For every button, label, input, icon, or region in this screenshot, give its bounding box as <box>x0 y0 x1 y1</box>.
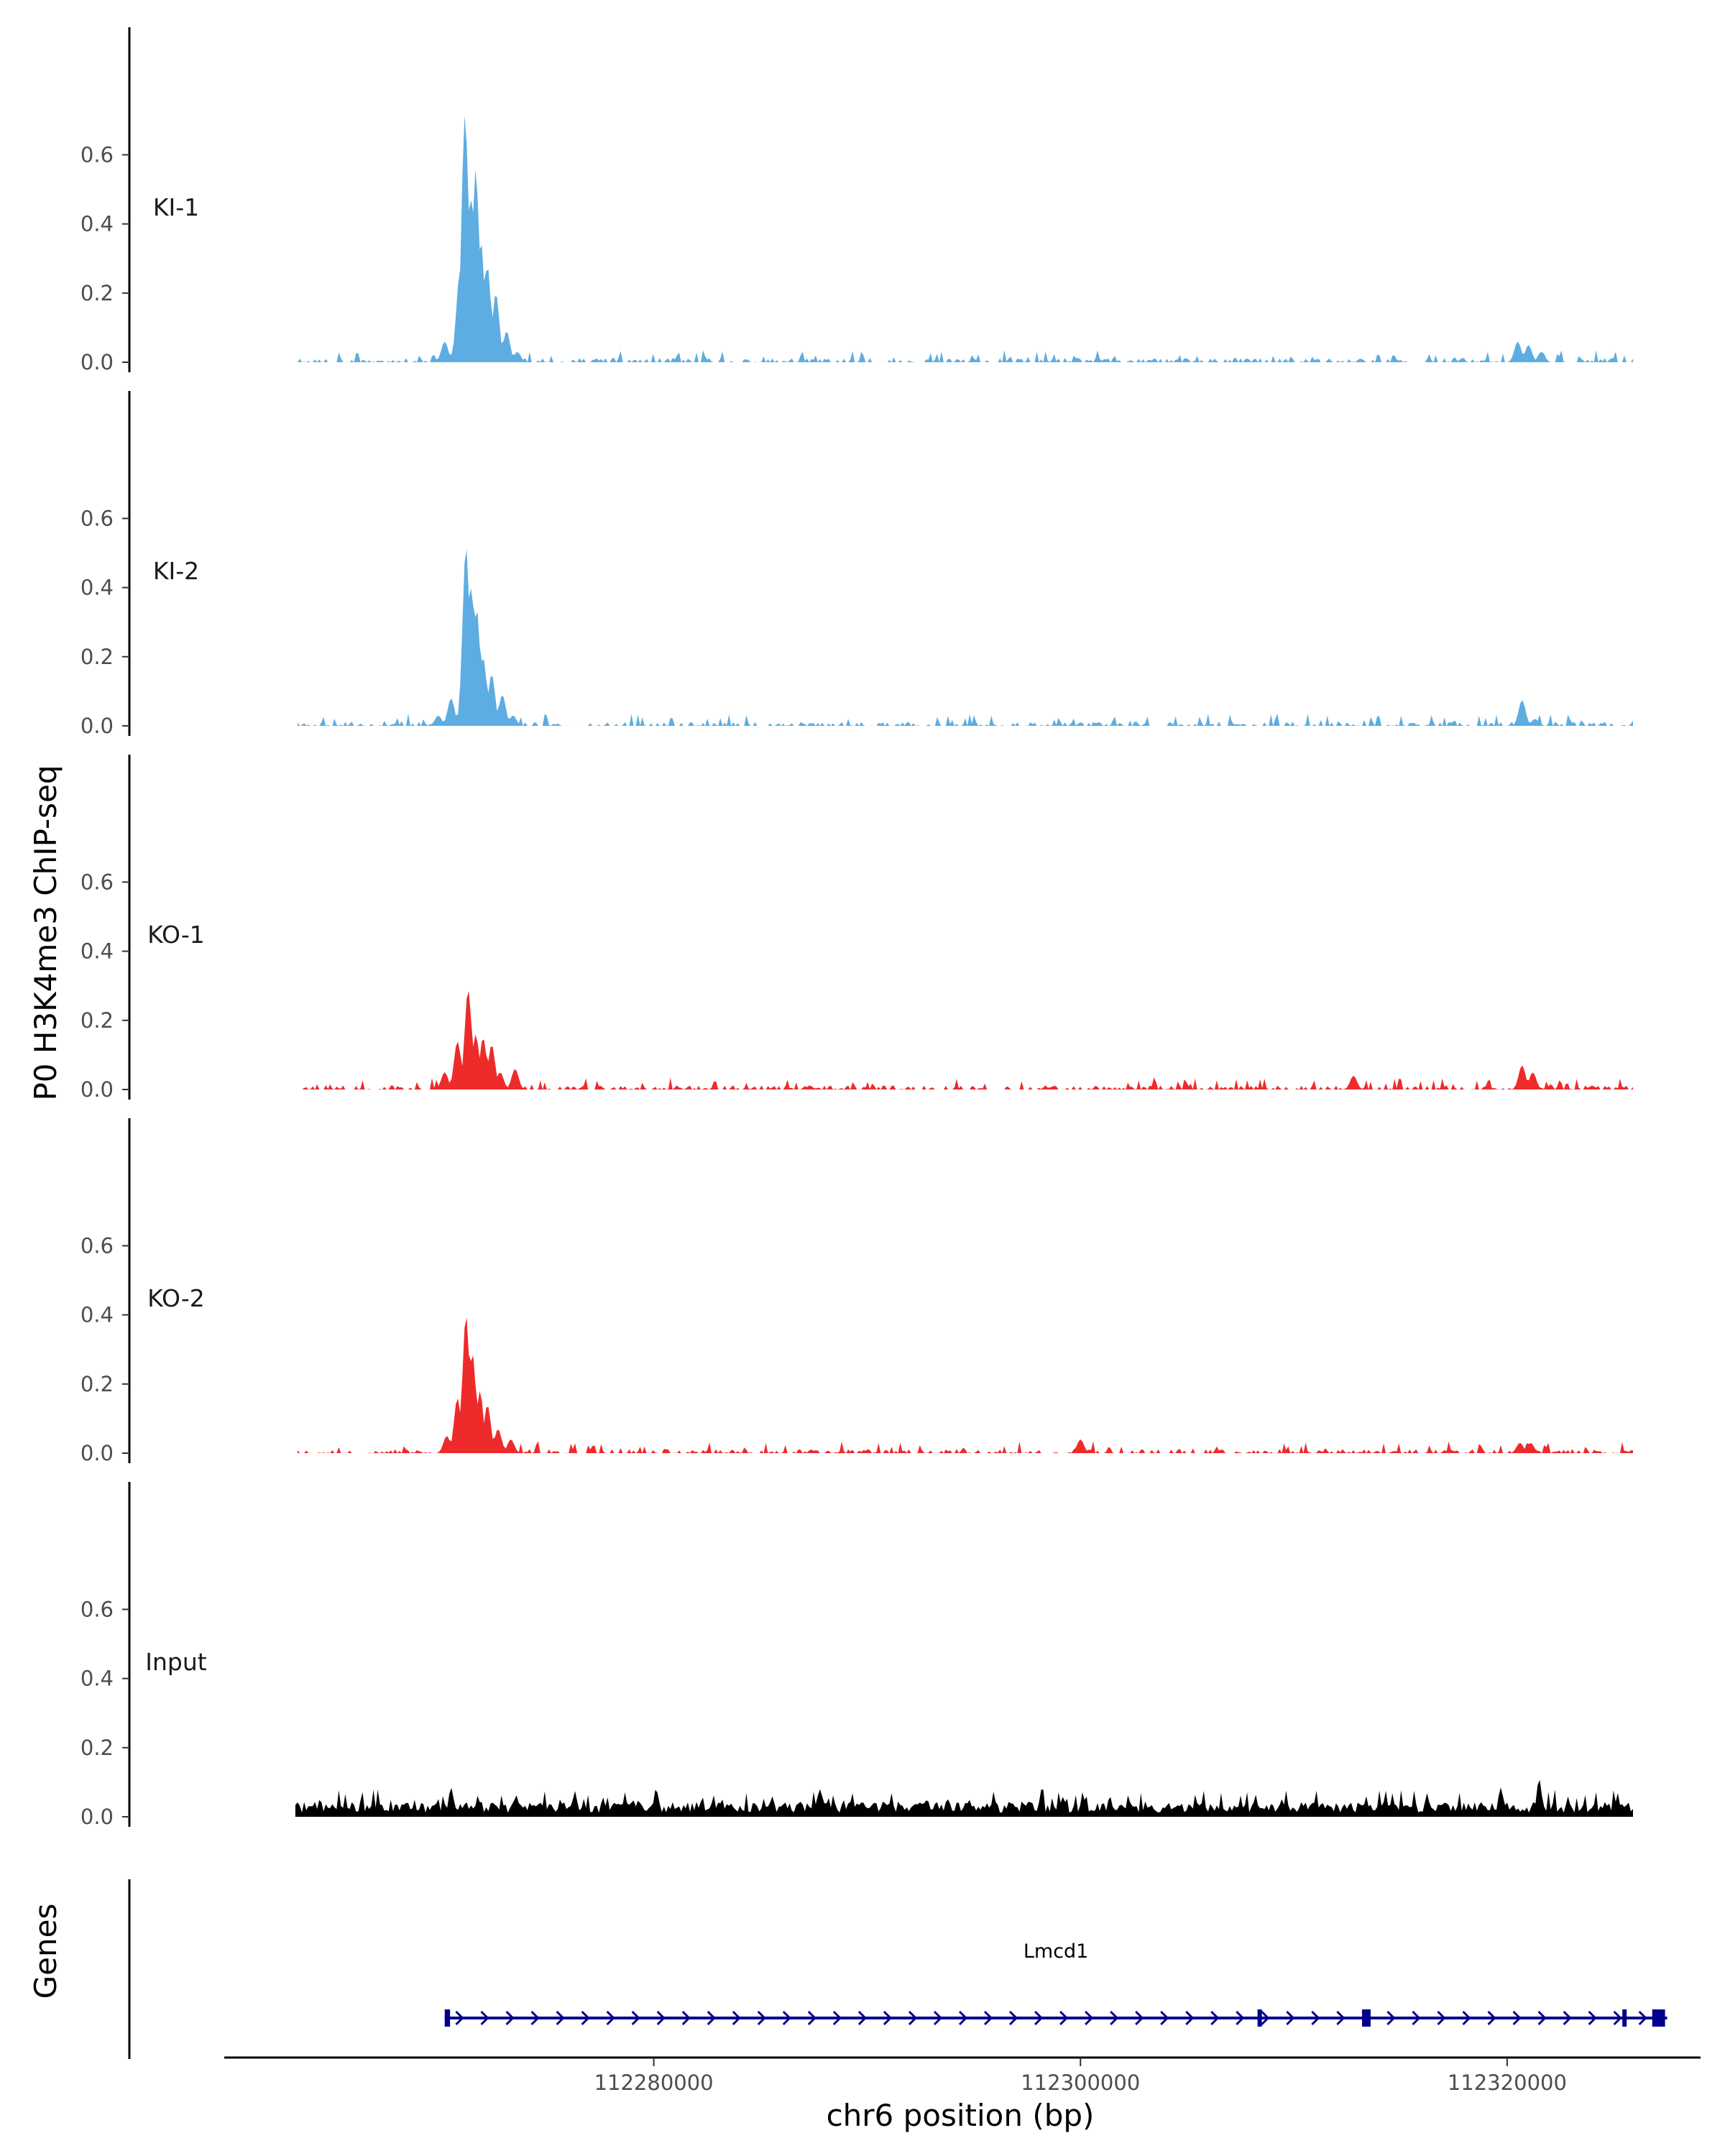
strand-arrow <box>1537 2010 1547 2026</box>
strand-arrow <box>1336 2010 1346 2026</box>
strand-arrow <box>1110 2010 1119 2026</box>
strand-arrow <box>606 2010 615 2026</box>
gene-label: Lmcd1 <box>1024 1940 1089 1963</box>
y-tick-label: 0.0 <box>80 350 114 374</box>
track-label: KO-1 <box>147 921 205 949</box>
strand-arrow <box>1487 2010 1496 2026</box>
y-axis-title: P0 H3K4me3 ChIP-seq <box>28 765 63 1100</box>
y-tick-label: 0.2 <box>80 1372 114 1396</box>
gene-exon <box>1622 2009 1627 2027</box>
track-label: KO-2 <box>147 1284 205 1312</box>
strand-arrow <box>505 2010 515 2026</box>
strand-arrow <box>1386 2010 1396 2026</box>
y-tick-label: 0.0 <box>80 1441 114 1465</box>
y-tick-label: 0.6 <box>80 1597 114 1621</box>
y-tick-label: 0.4 <box>80 939 114 964</box>
y-tick-label: 0.6 <box>80 142 114 167</box>
strand-arrow <box>1412 2010 1421 2026</box>
strand-arrow <box>681 2010 691 2026</box>
strand-arrow <box>1638 2010 1647 2026</box>
track-ko-2: 0.0 0.2 0.4 0.6 KO-2 <box>80 1118 1633 1465</box>
strand-arrow <box>1160 2010 1169 2026</box>
x-tick-label: 112320000 <box>1448 2070 1567 2095</box>
gene-exon <box>1257 2009 1262 2027</box>
strand-arrow <box>1185 2010 1195 2026</box>
track-ko-1: 0.0 0.2 0.4 0.6 KO-1 <box>80 755 1633 1102</box>
x-tick-label: 112280000 <box>594 2070 714 2095</box>
strand-arrow <box>1311 2010 1320 2026</box>
y-tick-label: 0.4 <box>80 1303 114 1327</box>
strand-arrow <box>530 2010 540 2026</box>
strand-arrow <box>455 2010 464 2026</box>
strand-arrow <box>1034 2010 1044 2026</box>
strand-arrow <box>807 2010 816 2026</box>
strand-arrow <box>883 2010 893 2026</box>
strand-arrow <box>581 2010 590 2026</box>
track-label: Input <box>145 1648 207 1676</box>
y-tick-label: 0.0 <box>80 1805 114 1829</box>
strand-arrow <box>1588 2010 1597 2026</box>
strand-arrow <box>757 2010 766 2026</box>
y-tick-label: 0.4 <box>80 1667 114 1691</box>
y-tick-label: 0.2 <box>80 281 114 305</box>
strand-arrow <box>1085 2010 1094 2026</box>
strand-arrow <box>1261 2010 1270 2026</box>
y-tick-label: 0.4 <box>80 576 114 600</box>
strand-arrow <box>857 2010 868 2026</box>
y-tick-label: 0.4 <box>80 212 114 236</box>
y-tick-label: 0.2 <box>80 645 114 669</box>
strand-arrow <box>908 2010 918 2026</box>
strand-arrow <box>1437 2010 1446 2026</box>
track-label: KI-1 <box>153 193 199 221</box>
y-tick-label: 0.0 <box>80 714 114 738</box>
track-ki-2: 0.0 0.2 0.4 0.6 KI-2 <box>80 391 1633 738</box>
strand-arrow <box>1210 2010 1220 2026</box>
track-input: 0.0 0.2 0.4 0.6 Input <box>80 1482 1633 1829</box>
strand-arrow <box>782 2010 791 2026</box>
strand-arrow <box>1462 2010 1471 2026</box>
strand-arrow <box>1613 2010 1622 2026</box>
strand-arrow <box>556 2010 565 2026</box>
strand-arrow <box>707 2010 716 2026</box>
y-tick-label: 0.2 <box>80 1736 114 1760</box>
track-label: KI-2 <box>153 557 199 585</box>
strand-arrow <box>958 2010 968 2026</box>
strand-arrow <box>631 2010 640 2026</box>
strand-arrow <box>933 2010 943 2026</box>
strand-arrow <box>983 2010 993 2026</box>
genes-axis-title: Genes <box>28 1904 63 1999</box>
strand-arrow <box>1135 2010 1144 2026</box>
strand-arrow <box>1512 2010 1522 2026</box>
strand-arrow <box>656 2010 666 2026</box>
tracks-group: 0.00.20.40.6KI-10.00.20.40.6KI-20.00.20.… <box>80 27 1633 1829</box>
x-tick-label: 112300000 <box>1021 2070 1140 2095</box>
strand-arrow <box>1059 2010 1069 2026</box>
strand-arrow <box>1236 2010 1245 2026</box>
y-tick-label: 0.6 <box>80 506 114 530</box>
track-ki-1: 0.0 0.2 0.4 0.6 KI-1 <box>80 27 1633 374</box>
x-axis: 112280000 112300000 112320000 <box>224 2056 1701 2095</box>
strand-arrow <box>1008 2010 1018 2026</box>
gene-exon <box>1652 2009 1665 2027</box>
strand-arrow <box>832 2010 842 2026</box>
strand-arrow <box>1286 2010 1295 2026</box>
signal-area-input <box>295 1779 1633 1817</box>
gene-exon <box>444 2009 451 2027</box>
gene-exon <box>1362 2009 1371 2027</box>
strand-arrow <box>732 2010 741 2026</box>
gene-track: Lmcd1 <box>128 1879 1668 2059</box>
strand-arrow <box>1563 2010 1572 2026</box>
x-axis-title: chr6 position (bp) <box>827 2098 1095 2133</box>
y-tick-label: 0.0 <box>80 1077 114 1102</box>
strand-arrow <box>480 2010 489 2026</box>
y-tick-label: 0.2 <box>80 1008 114 1033</box>
y-tick-label: 0.6 <box>80 870 114 894</box>
y-tick-label: 0.6 <box>80 1233 114 1258</box>
